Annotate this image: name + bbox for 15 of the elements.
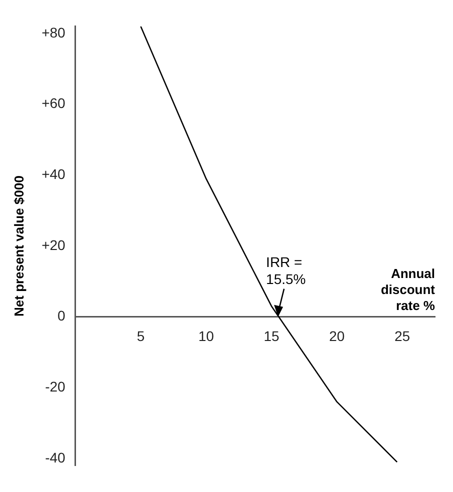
y-tick-label: +80 bbox=[42, 24, 66, 40]
x-tick-label: 5 bbox=[136, 328, 145, 344]
x-axis-title: Annual discount rate % bbox=[380, 266, 436, 313]
y-tick-label: -40 bbox=[45, 449, 66, 466]
x-tick-label: 15 bbox=[264, 328, 280, 344]
x-tick-label: 25 bbox=[394, 328, 410, 344]
x-tick-label: 10 bbox=[198, 328, 214, 344]
y-tick-label: +60 bbox=[42, 95, 66, 112]
y-axis-title: Net present value $000 bbox=[11, 176, 26, 316]
annotation: IRR = 15.5% bbox=[266, 254, 306, 287]
y-tick-label: -20 bbox=[45, 378, 66, 395]
y-tick-label: +40 bbox=[42, 166, 66, 182]
y-tick-label: 0 bbox=[58, 308, 66, 324]
x-tick-label: 20 bbox=[329, 328, 345, 344]
y-tick-label: +20 bbox=[42, 236, 66, 253]
